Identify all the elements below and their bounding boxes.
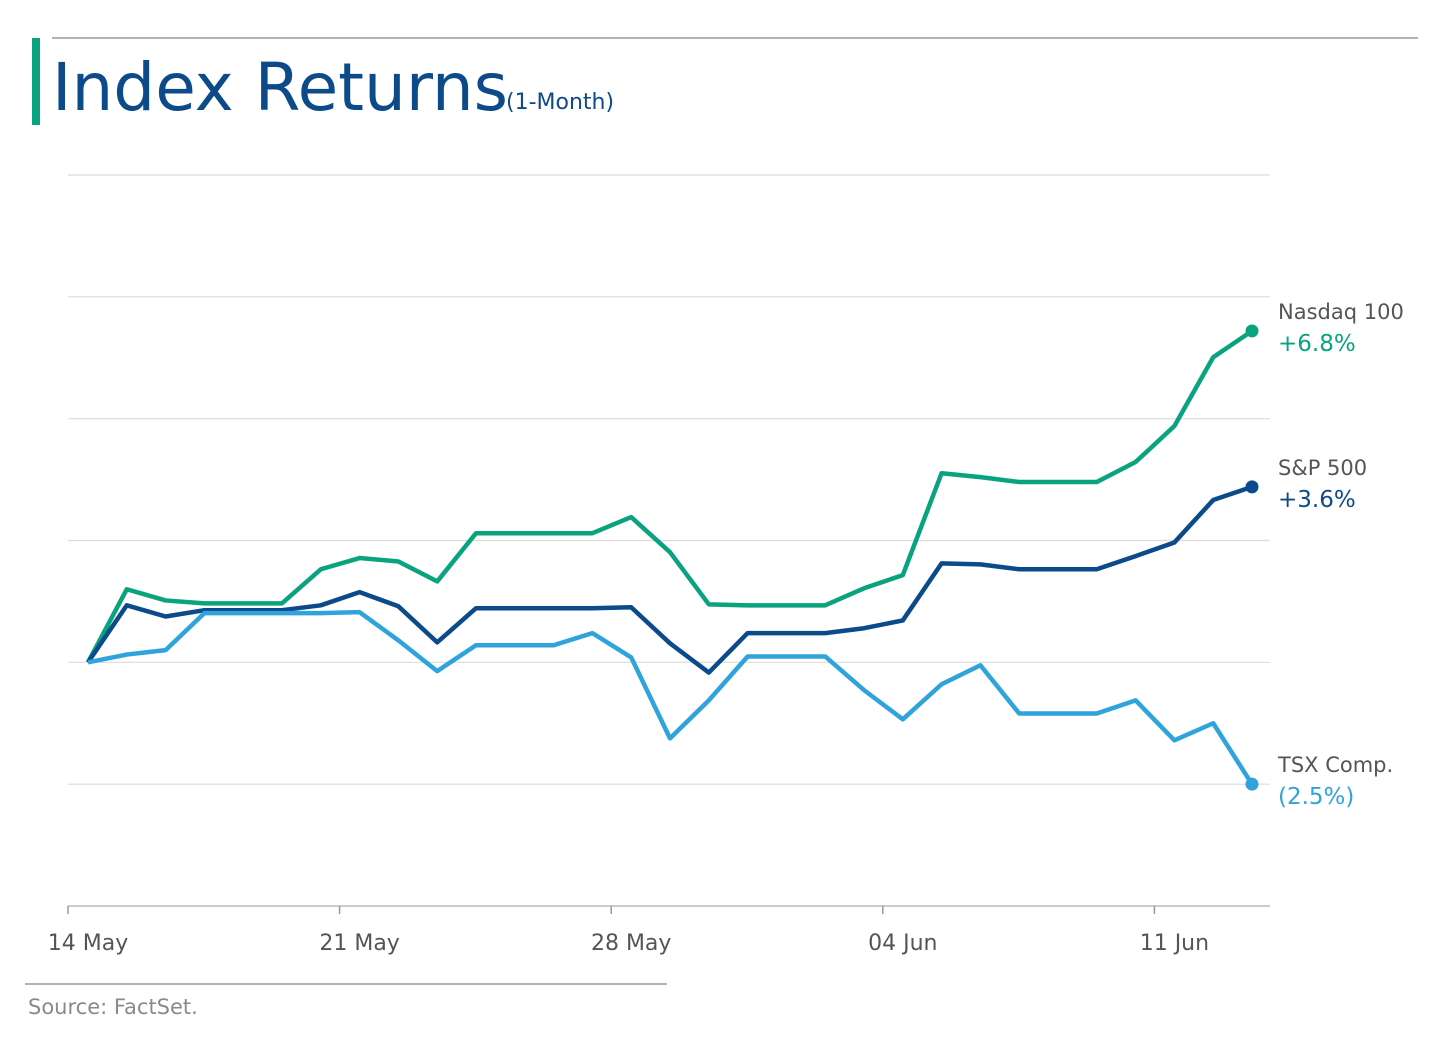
legend-label: TSX Comp.: [1277, 753, 1393, 777]
end-point: [1245, 480, 1259, 494]
value-label: +3.6%: [1278, 487, 1356, 513]
title-accent: [32, 38, 40, 125]
source: Source: FactSet.: [28, 995, 198, 1019]
chart-title: Index Returns: [52, 49, 508, 126]
value-label: (2.5%): [1278, 784, 1354, 810]
series-line: [87, 609, 1254, 786]
x-tick-label: 04 Jun: [868, 931, 937, 956]
x-tick-label: 14 May: [48, 931, 128, 956]
series-line: [86, 484, 1253, 675]
end-point: [1245, 324, 1259, 338]
series-line: [86, 329, 1254, 664]
legend-label: S&P 500: [1278, 456, 1367, 480]
legend-label: Nasdaq 100: [1278, 300, 1404, 324]
chart-subtitle: (1-Month): [506, 90, 614, 115]
x-tick-label: 21 May: [319, 931, 399, 956]
x-tick-label: 28 May: [591, 931, 671, 956]
x-tick-label: 11 Jun: [1140, 931, 1209, 956]
end-point: [1245, 777, 1259, 791]
value-label: +6.8%: [1278, 331, 1356, 357]
